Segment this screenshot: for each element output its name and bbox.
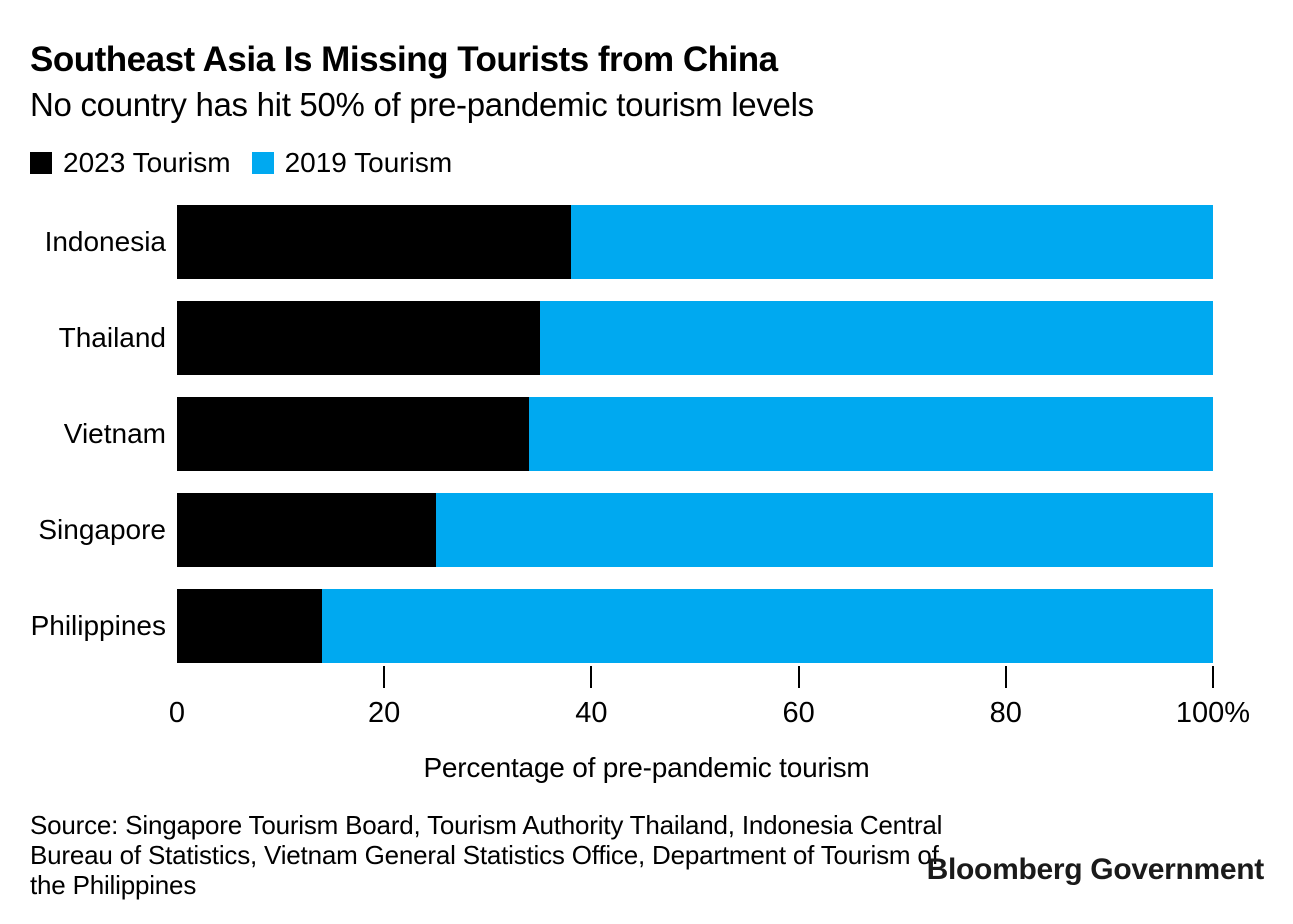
bar-row — [177, 205, 1213, 279]
bar-row — [177, 397, 1213, 471]
bar-segment-2023-tourism — [177, 301, 540, 375]
bar-segment-2019-tourism — [570, 205, 1213, 279]
bar-row — [177, 493, 1213, 567]
bar-segment-2019-tourism — [322, 589, 1213, 663]
legend-label: 2023 Tourism — [63, 147, 231, 178]
bar-segment-2019-tourism — [529, 397, 1213, 471]
x-axis-tick — [797, 666, 800, 688]
x-axis-tick-label: 60 — [782, 697, 815, 729]
chart-subtitle: No country has hit 50% of pre-pandemic t… — [30, 86, 814, 123]
bar-segment-2023-tourism — [177, 205, 571, 279]
x-axis-tick — [1004, 666, 1007, 688]
legend: 2023 Tourism 2019 Tourism — [30, 147, 452, 179]
legend-item-2023-tourism: 2023 Tourism — [30, 147, 231, 179]
bar-segment-2019-tourism — [436, 493, 1213, 567]
bar-segment-2019-tourism — [539, 301, 1213, 375]
category-label: Thailand — [58, 322, 166, 353]
x-axis-tick-label: 40 — [575, 697, 608, 729]
legend-item-2019-tourism: 2019 Tourism — [251, 147, 453, 179]
chart-title: Southeast Asia Is Missing Tourists from … — [30, 40, 778, 79]
source-line: Source: Singapore Tourism Board, Tourism… — [30, 810, 943, 840]
bar-segment-2023-tourism — [177, 589, 323, 663]
x-axis-tick-label: 20 — [368, 697, 401, 729]
bar-segment-2023-tourism — [177, 397, 530, 471]
x-axis-tick-label: 100% — [1175, 697, 1251, 729]
category-label: Singapore — [38, 514, 166, 545]
source-line: the Philippines — [30, 870, 197, 900]
bar-segment-2023-tourism — [177, 493, 436, 567]
legend-swatch-icon — [251, 152, 274, 174]
x-axis-tick-label: 80 — [989, 697, 1022, 729]
x-axis-tick — [1212, 666, 1214, 688]
plot-area — [177, 205, 1213, 663]
source-line: Bureau of Statistics, Vietnam General St… — [30, 840, 939, 870]
legend-swatch-icon — [30, 152, 52, 174]
x-axis-tick-label: 0 — [168, 697, 186, 729]
category-label: Indonesia — [44, 226, 166, 257]
category-label: Vietnam — [63, 418, 166, 449]
source-note: Source: Singapore Tourism Board, Tourism… — [30, 810, 942, 900]
bar-row — [177, 301, 1213, 375]
x-axis-title: Percentage of pre-pandemic tourism — [423, 752, 870, 783]
category-label: Philippines — [30, 610, 166, 641]
x-axis-tick — [383, 666, 386, 688]
x-axis-tick — [590, 666, 593, 688]
bloomberg-government-logo: Bloomberg Government — [926, 853, 1265, 886]
legend-label: 2019 Tourism — [284, 147, 453, 178]
bar-row — [177, 589, 1213, 663]
